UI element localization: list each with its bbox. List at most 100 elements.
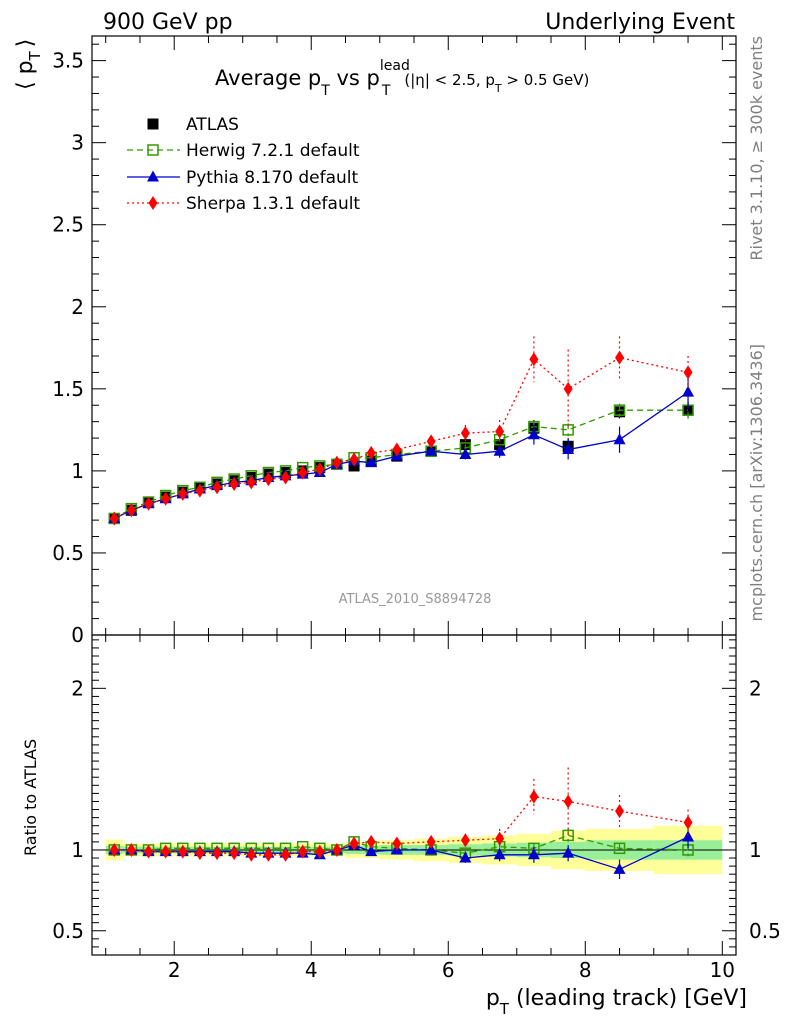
y-tick-label: 1 — [71, 838, 84, 862]
data-point — [493, 444, 506, 456]
y-tick-label: 0.5 — [52, 919, 84, 943]
main-y-axis-label: ⟨ pT ⟩ — [13, 39, 44, 90]
ratio-panel: 2 4 6 8 10 0.5 0.5 1 1 2 2 — [52, 634, 781, 982]
ratio-data-point — [144, 844, 154, 859]
legend-item: Pythia 8.170 default — [127, 168, 359, 188]
data-point — [315, 462, 325, 477]
main-series-layer — [108, 336, 695, 526]
ratio-data-point — [562, 846, 575, 858]
data-point — [529, 352, 539, 367]
series-atlas — [108, 401, 694, 524]
y-tick-label: 2 — [71, 676, 84, 700]
data-point — [682, 385, 695, 397]
data-point — [460, 426, 470, 441]
ratio-data-point — [495, 831, 505, 846]
ratio-data-point — [682, 830, 695, 842]
legend-label: ATLAS — [186, 115, 239, 135]
legend-label: Pythia 8.170 default — [186, 168, 359, 188]
legend-marker — [147, 144, 159, 156]
xlabel-main: p — [486, 986, 500, 1011]
y-tick-label: 3 — [71, 131, 84, 155]
data-point — [613, 433, 626, 445]
ratio-data-point — [562, 829, 574, 842]
ratio-data-point — [109, 842, 119, 857]
header-left-label: 900 GeV pp — [103, 10, 233, 35]
ratio-data-point — [178, 844, 188, 859]
data-point — [425, 444, 438, 456]
y-tick-label: 0 — [71, 623, 84, 647]
x-tick-label: 8 — [579, 958, 592, 982]
data-point — [365, 456, 378, 468]
rivet-version-label: Rivet 3.1.10, ≥ 300k events — [747, 36, 766, 261]
ratio-data-point — [366, 834, 376, 849]
series-line — [113, 391, 689, 520]
data-point — [229, 477, 239, 492]
ratio-data-point — [459, 851, 472, 863]
title-sub1: T — [320, 83, 330, 99]
ratio-data-point — [392, 836, 402, 851]
legend-marker — [148, 196, 158, 210]
ylabel-close: ⟩ — [13, 39, 38, 48]
data-point — [495, 424, 505, 439]
ylabel-open: ⟨ p — [13, 60, 38, 90]
x-tick-label: 6 — [442, 958, 455, 982]
y-tick-label: 2.5 — [52, 213, 84, 237]
ratio-data-point — [298, 844, 308, 859]
data-point — [109, 511, 119, 526]
ratio-data-point — [349, 836, 359, 851]
xlabel-rest: (leading track) [GeV] — [509, 986, 747, 1011]
series-line — [113, 409, 689, 520]
series-herwig-7-2-1-default — [108, 401, 694, 525]
data-point — [614, 406, 626, 418]
analysis-watermark: ATLAS_2010_S8894728 — [339, 592, 492, 607]
ratio-data-point — [613, 862, 626, 874]
ylabel-sub: T — [26, 50, 44, 61]
data-point — [246, 475, 256, 490]
ratio-y-axis-label: Ratio to ATLAS — [21, 739, 40, 856]
ratio-data-point — [426, 834, 436, 849]
y-tick-label: 1.5 — [52, 377, 84, 401]
title-cuts: (|η| < 2.5, p — [404, 71, 494, 89]
ratio-data-point — [246, 847, 256, 862]
title-cuts-sub: T — [494, 82, 502, 95]
ratio-data-point — [425, 843, 438, 855]
data-point — [615, 350, 625, 365]
x-tick-label: 10 — [710, 958, 735, 982]
ratio-data-point — [281, 847, 291, 862]
legend: ATLAS Herwig 7.2.1 default Pythia 8.170 de… — [127, 115, 360, 214]
y-tick-label-right: 2 — [749, 676, 762, 700]
ratio-data-point — [229, 846, 239, 861]
data-point — [178, 486, 188, 501]
ratio-data-point — [460, 833, 470, 848]
ratio-data-point — [493, 848, 506, 860]
y-tick-label-right: 1 — [749, 838, 762, 862]
legend-item: Herwig 7.2.1 default — [127, 141, 360, 161]
y-tick-label: 2 — [71, 295, 84, 319]
legend-item: Sherpa 1.3.1 default — [127, 194, 360, 214]
data-point — [349, 452, 359, 467]
y-tick-label: 3.5 — [52, 49, 84, 73]
data-point — [195, 483, 205, 498]
data-point — [562, 443, 575, 455]
series-sherpa-1-3-1-default — [109, 336, 693, 526]
data-point — [281, 470, 291, 485]
data-point — [527, 428, 540, 440]
ratio-series-layer — [108, 767, 695, 880]
y-tick-label: 1 — [71, 459, 84, 483]
data-point — [366, 445, 376, 460]
ratio-data-point — [161, 844, 171, 859]
x-tick-label: 4 — [305, 958, 318, 982]
title-vs: vs p — [330, 66, 380, 90]
ratio-data-point — [527, 848, 540, 860]
main-panel: 0 0.5 1 1.5 2 2.5 3 3.5 — [52, 35, 737, 647]
data-point — [332, 455, 342, 470]
ratio-data-point — [529, 789, 539, 804]
mcplots-reference-label: mcplots.cern.ch [arXiv:1306.3436] — [747, 344, 766, 621]
ratio-data-point — [212, 846, 222, 861]
y-tick-label: 0.5 — [52, 541, 84, 565]
data-point — [426, 434, 436, 449]
legend-label: Herwig 7.2.1 default — [186, 141, 360, 161]
title-sup: lead — [380, 58, 410, 74]
header-right-label: Underlying Event — [545, 10, 735, 35]
